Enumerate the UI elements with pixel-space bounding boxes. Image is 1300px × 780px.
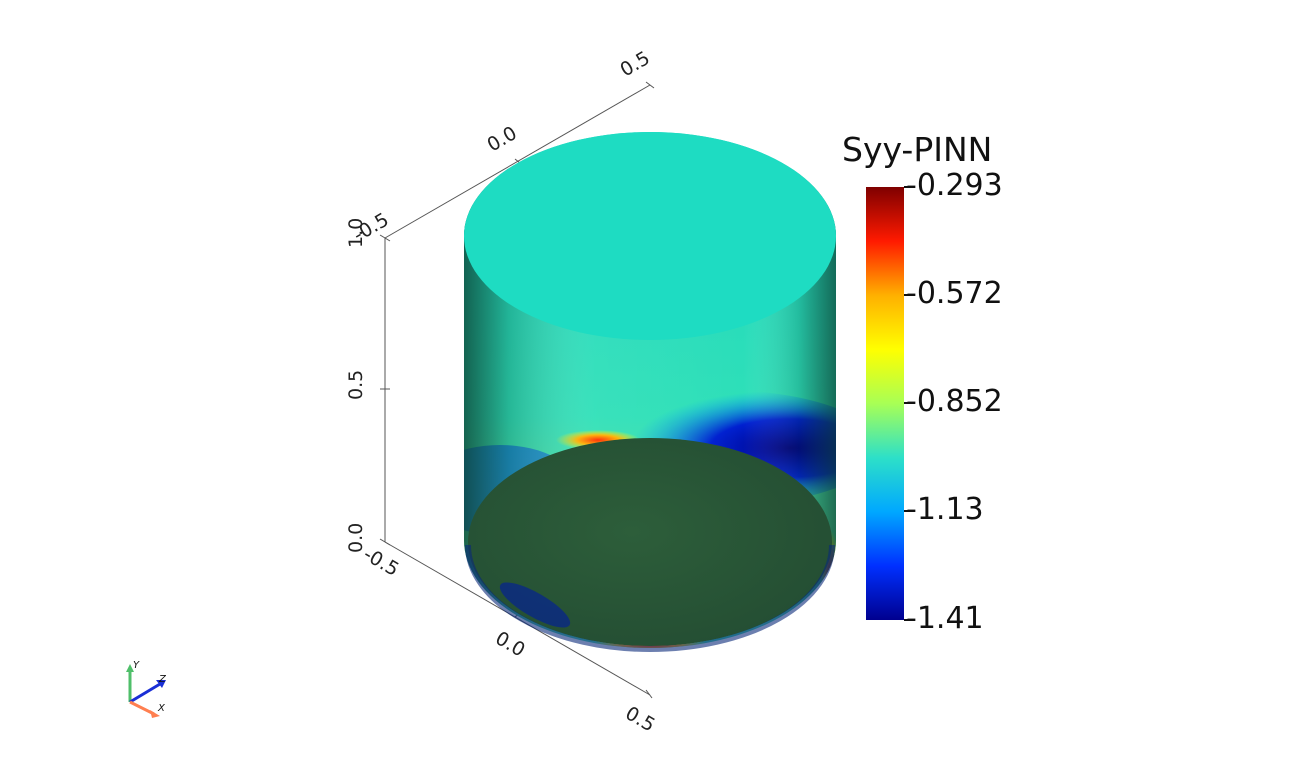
colorbar-label-3: -0.852 (906, 384, 1003, 419)
colorbar[interactable]: Syy-PINN -0.293 -0.572 -0.852 -1.13 -1.4… (842, 130, 1003, 636)
colorbar-gradient (866, 187, 904, 620)
colorbar-label-max: -0.293 (906, 168, 1003, 203)
bottom-edge-tick-0-0: 0.0 (492, 627, 529, 661)
triad-label-x: X (157, 703, 166, 714)
top-edge-tick-0-5: 0.5 (617, 47, 654, 81)
vertical-tick-1-0: 1.0 (345, 218, 367, 248)
top-edge-tick-0-0: 0.0 (484, 122, 521, 156)
triad-x-axis (129, 700, 155, 716)
cylinder-bottom-cap (468, 438, 832, 646)
cylinder-top-cap (464, 132, 836, 340)
bottom-edge-tick-0-5: 0.5 (622, 702, 659, 736)
colorbar-label-min: -1.41 (906, 601, 984, 636)
triad-label-z: Z (158, 674, 167, 685)
colorbar-label-4: -1.13 (906, 492, 984, 527)
cylinder-surface[interactable] (420, 120, 880, 660)
colorbar-title: Syy-PINN (842, 130, 992, 169)
vertical-tick-0-5: 0.5 (345, 370, 367, 400)
vertical-tick-0-0: 0.0 (345, 523, 367, 553)
colorbar-label-2: -0.572 (906, 276, 1003, 311)
orientation-triad[interactable]: Y Z X (126, 660, 167, 718)
triad-label-y: Y (133, 660, 140, 671)
triad-z-axis (129, 682, 161, 704)
